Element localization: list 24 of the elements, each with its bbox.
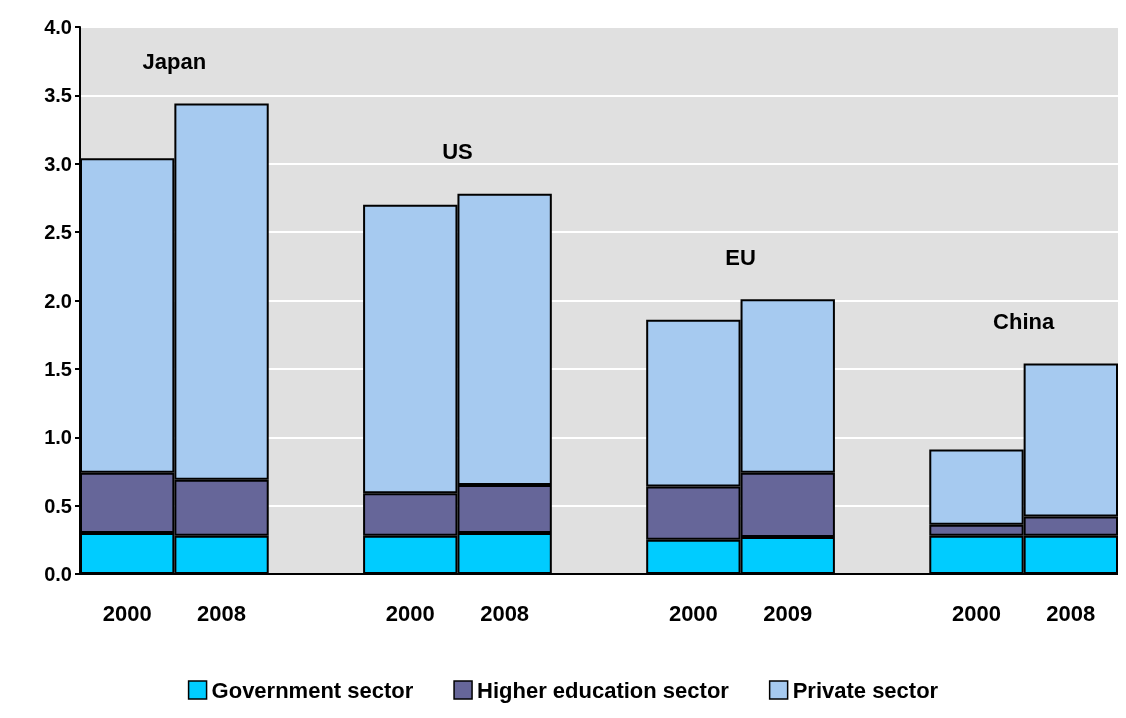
legend-label: Private sector xyxy=(792,677,939,703)
y-tick-label: 3.0 xyxy=(44,152,72,175)
annotation: US xyxy=(442,139,473,165)
legend-label: Government sector xyxy=(211,677,414,703)
x-tick-label: 2008 xyxy=(1046,600,1096,626)
x-tick-label: 2000 xyxy=(102,600,152,626)
y-tick-label: 1.5 xyxy=(44,357,72,380)
y-tick-label: 0.5 xyxy=(44,494,72,517)
x-tick-label: 2008 xyxy=(480,600,530,626)
y-tick-label: 2.5 xyxy=(44,221,72,244)
y-tick-label: 1.0 xyxy=(44,426,72,449)
y-tick-label: 0.0 xyxy=(44,563,72,585)
x-tick-label: 2000 xyxy=(385,600,435,626)
y-tick-label: 3.5 xyxy=(44,84,72,107)
x-tick-label: 2000 xyxy=(951,600,1001,626)
x-tick-label: 2000 xyxy=(668,600,718,626)
x-tick-label: 2009 xyxy=(763,600,813,626)
x-tick-label: 2008 xyxy=(197,600,247,626)
y-tick-label: 2.0 xyxy=(44,289,72,312)
y-tick-label: 4.0 xyxy=(44,16,72,38)
annotation: Japan xyxy=(142,49,207,75)
annotation: EU xyxy=(725,244,756,270)
annotation: China xyxy=(993,308,1055,334)
legend-label: Higher education sector xyxy=(477,677,730,703)
